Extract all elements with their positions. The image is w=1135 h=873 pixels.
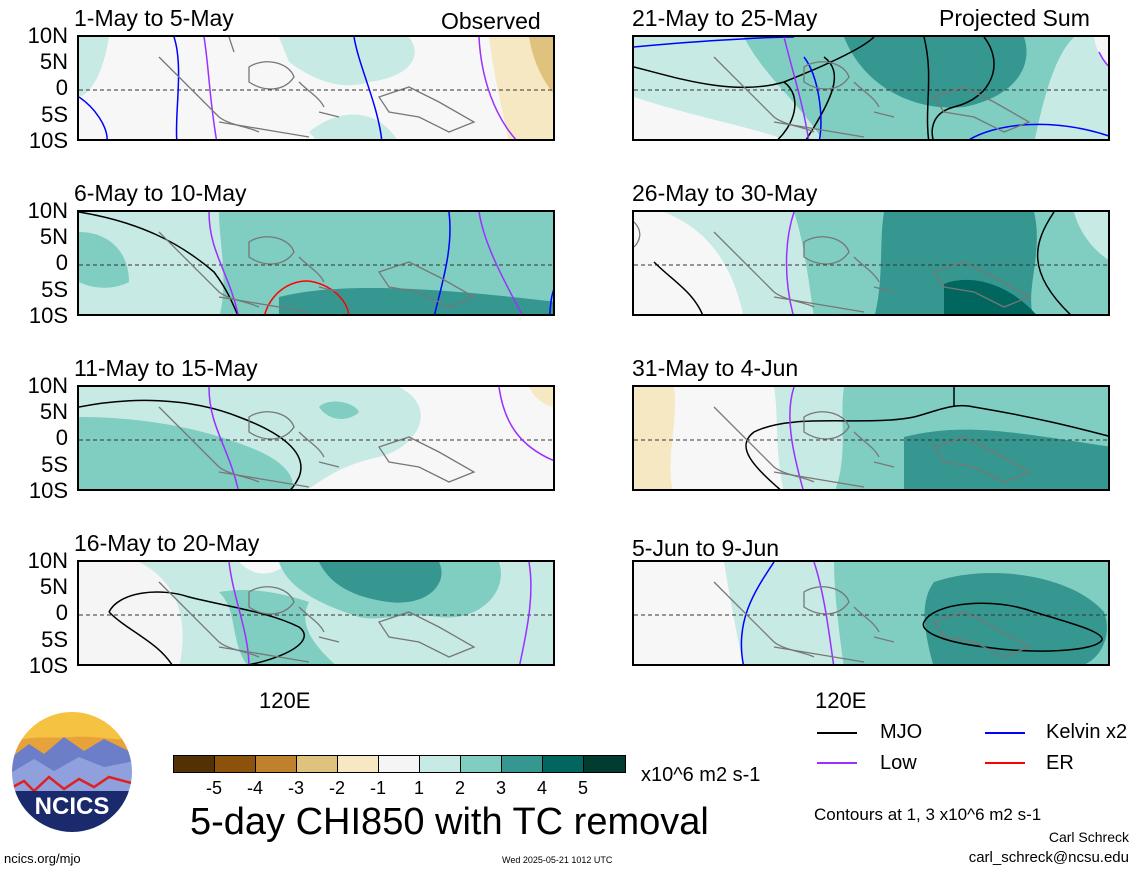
panel-title-6: 26-May to 30-May [632,180,818,206]
colorbar-tick: 5 [577,778,588,798]
legend-swatch-low [817,762,857,764]
colorbar-swatch [583,755,626,773]
legend-label-low: Low [880,752,917,774]
map-panel-7 [632,385,1110,491]
lat-tick-10s: 10S [28,653,68,678]
observed-label: Observed [441,8,541,34]
legend-swatch-mjo [817,732,857,734]
map-panel-4 [77,560,555,666]
lat-tick-10n: 10N [27,198,68,223]
colorbar-tick: 2 [454,778,465,798]
map-panel-2 [77,210,555,316]
legend-label-er: ER [1046,752,1074,774]
colorbar-tick: -4 [246,778,263,798]
lon-tick-120e-left: 120E [259,688,311,713]
lat-tick-10s: 10S [28,478,68,503]
colorbar-swatch [542,755,584,773]
lat-tick-10s: 10S [28,303,68,328]
colorbar-swatch [173,755,215,773]
panel-title-5: 21-May to 25-May [632,5,818,31]
panel-title-2: 6-May to 10-May [74,180,247,206]
author-email[interactable]: carl_schreck@ncsu.edu [968,849,1129,866]
map-panel-6 [632,210,1110,316]
lat-tick-10n: 10N [27,548,68,573]
colorbar-tick: 1 [413,778,424,798]
panel-title-7: 31-May to 4-Jun [632,355,799,381]
contours-note: Contours at 1, 3 x10^6 m2 s-1 [814,805,1042,824]
timestamp: Wed 2025-05-21 1012 UTC [502,855,613,865]
author-name: Carl Schreck [1048,829,1129,845]
lat-tick-5n: 5N [39,49,68,74]
map-panel-3 [77,385,555,491]
lat-tick-0: 0 [55,425,68,450]
legend-swatch-er [985,762,1025,764]
lat-tick-5s: 5S [41,277,68,302]
colorbar-swatch [419,755,461,773]
colorbar-swatch [460,755,502,773]
projected-label: Projected Sum [939,5,1090,31]
lat-tick-10s: 10S [28,128,68,153]
panel-title-4: 16-May to 20-May [74,530,260,556]
colorbar-swatch [337,755,379,773]
colorbar-tick: -1 [369,778,386,798]
main-title: 5-day CHI850 with TC removal [190,801,709,843]
colorbar-swatch [378,755,420,773]
ncics-logo: NCICS [9,709,135,835]
lon-tick-120e-right: 120E [815,688,867,713]
panel-title-1: 1-May to 5-May [74,5,234,31]
legend-label-mjo: MJO [880,721,923,743]
colorbar-swatch [255,755,297,773]
map-panel-8 [632,560,1110,666]
lat-tick-5s: 5S [41,102,68,127]
map-panel-5 [632,35,1110,141]
lat-tick-0: 0 [55,75,68,100]
lat-tick-10n: 10N [27,23,68,48]
lat-tick-5n: 5N [39,399,68,424]
colorbar-units: x10^6 m2 s-1 [641,764,761,786]
lat-tick-0: 0 [55,600,68,625]
lat-tick-5n: 5N [39,574,68,599]
legend-swatch-kelvin [985,732,1025,734]
lat-tick-5s: 5S [41,452,68,477]
lat-tick-5n: 5N [39,224,68,249]
lat-tick-0: 0 [55,250,68,275]
colorbar-tick: -2 [328,778,345,798]
colorbar-swatch [296,755,338,773]
panel-title-3: 11-May to 15-May [74,355,258,381]
colorbar-tick: -3 [287,778,304,798]
map-panel-1 [77,35,555,141]
logo-text: NCICS [34,793,110,820]
panel-title-8: 5-Jun to 9-Jun [632,535,780,561]
colorbar-swatch [501,755,543,773]
site-link[interactable]: ncics.org/mjo [4,851,81,866]
colorbar [173,755,626,773]
colorbar-tick: -5 [205,778,222,798]
colorbar-swatch [214,755,256,773]
colorbar-tick: 4 [536,778,547,798]
lat-tick-5s: 5S [41,627,68,652]
legend-label-kelvin: Kelvin x2 [1046,721,1128,743]
lat-tick-10n: 10N [27,373,68,398]
colorbar-tick: 3 [495,778,506,798]
